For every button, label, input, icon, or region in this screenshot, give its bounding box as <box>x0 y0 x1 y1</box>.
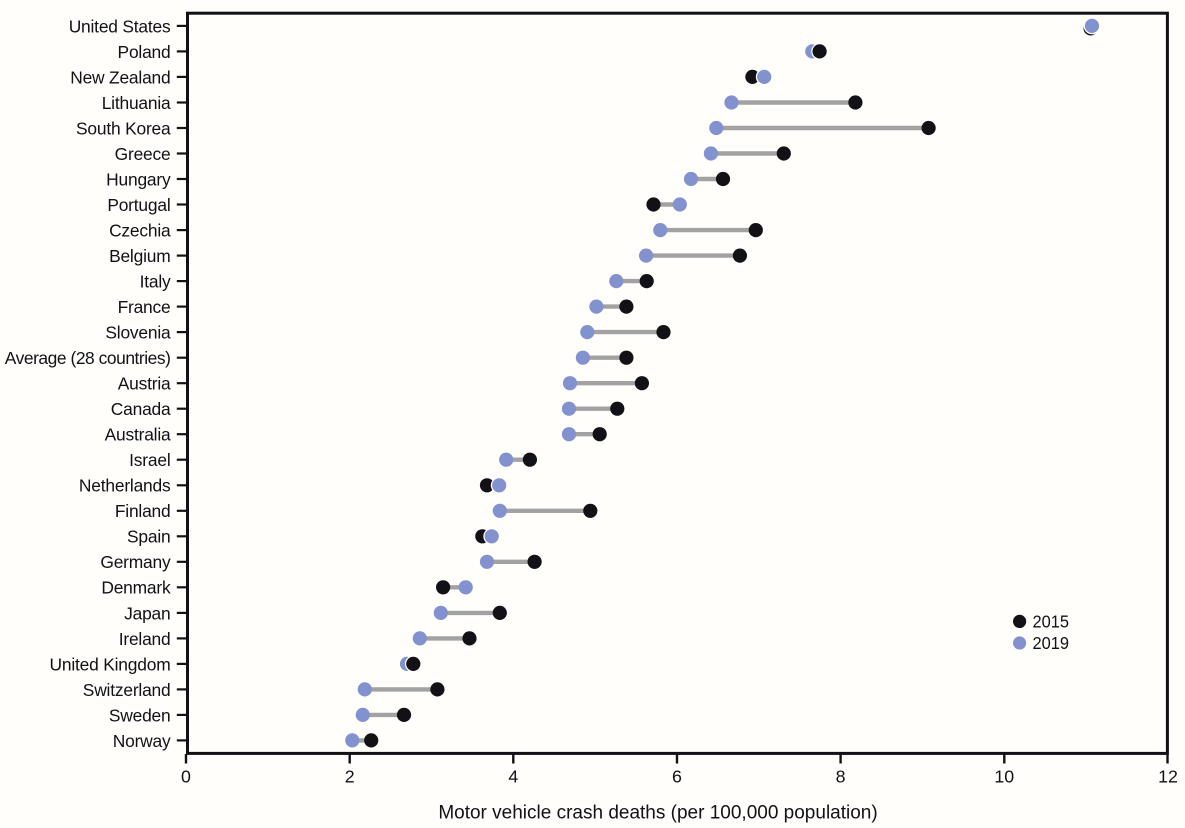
svg-text:Poland: Poland <box>118 42 171 62</box>
svg-text:South Korea: South Korea <box>76 118 171 138</box>
svg-text:Netherlands: Netherlands <box>79 476 171 496</box>
svg-text:New Zealand: New Zealand <box>70 67 170 87</box>
svg-text:Canada: Canada <box>111 399 171 419</box>
svg-text:Belgium: Belgium <box>109 246 170 266</box>
svg-text:2019: 2019 <box>1033 633 1070 653</box>
svg-text:Switzerland: Switzerland <box>83 680 171 700</box>
svg-text:Portugal: Portugal <box>107 195 170 215</box>
svg-text:2015: 2015 <box>1033 611 1070 631</box>
svg-text:Hungary: Hungary <box>106 169 171 189</box>
svg-text:Italy: Italy <box>140 272 171 292</box>
svg-text:Australia: Australia <box>105 425 171 445</box>
svg-text:Finland: Finland <box>115 501 171 521</box>
svg-text:12: 12 <box>1158 767 1178 787</box>
svg-text:Sweden: Sweden <box>109 705 171 725</box>
svg-text:0: 0 <box>181 767 191 787</box>
svg-text:Slovenia: Slovenia <box>105 323 171 343</box>
svg-text:Average (28 countries): Average (28 countries) <box>5 348 171 368</box>
svg-text:Japan: Japan <box>124 603 170 623</box>
svg-text:6: 6 <box>672 767 682 787</box>
svg-text:Germany: Germany <box>100 552 171 572</box>
svg-text:Ireland: Ireland <box>119 629 171 649</box>
svg-text:10: 10 <box>994 767 1014 787</box>
svg-text:Norway: Norway <box>113 731 171 751</box>
svg-text:2: 2 <box>345 767 355 787</box>
svg-text:8: 8 <box>836 767 846 787</box>
svg-text:Denmark: Denmark <box>101 578 171 598</box>
svg-text:United Kingdom: United Kingdom <box>50 654 171 674</box>
svg-text:Lithuania: Lithuania <box>102 93 171 113</box>
svg-text:Greece: Greece <box>115 144 171 164</box>
svg-text:Israel: Israel <box>129 450 170 470</box>
svg-text:France: France <box>118 297 171 317</box>
svg-text:Spain: Spain <box>127 527 170 547</box>
svg-text:Motor vehicle crash deaths (pe: Motor vehicle crash deaths (per 100,000 … <box>438 803 877 824</box>
svg-text:United States: United States <box>69 16 171 36</box>
svg-text:Czechia: Czechia <box>109 221 171 241</box>
svg-text:Austria: Austria <box>118 374 171 394</box>
svg-text:4: 4 <box>508 767 518 787</box>
